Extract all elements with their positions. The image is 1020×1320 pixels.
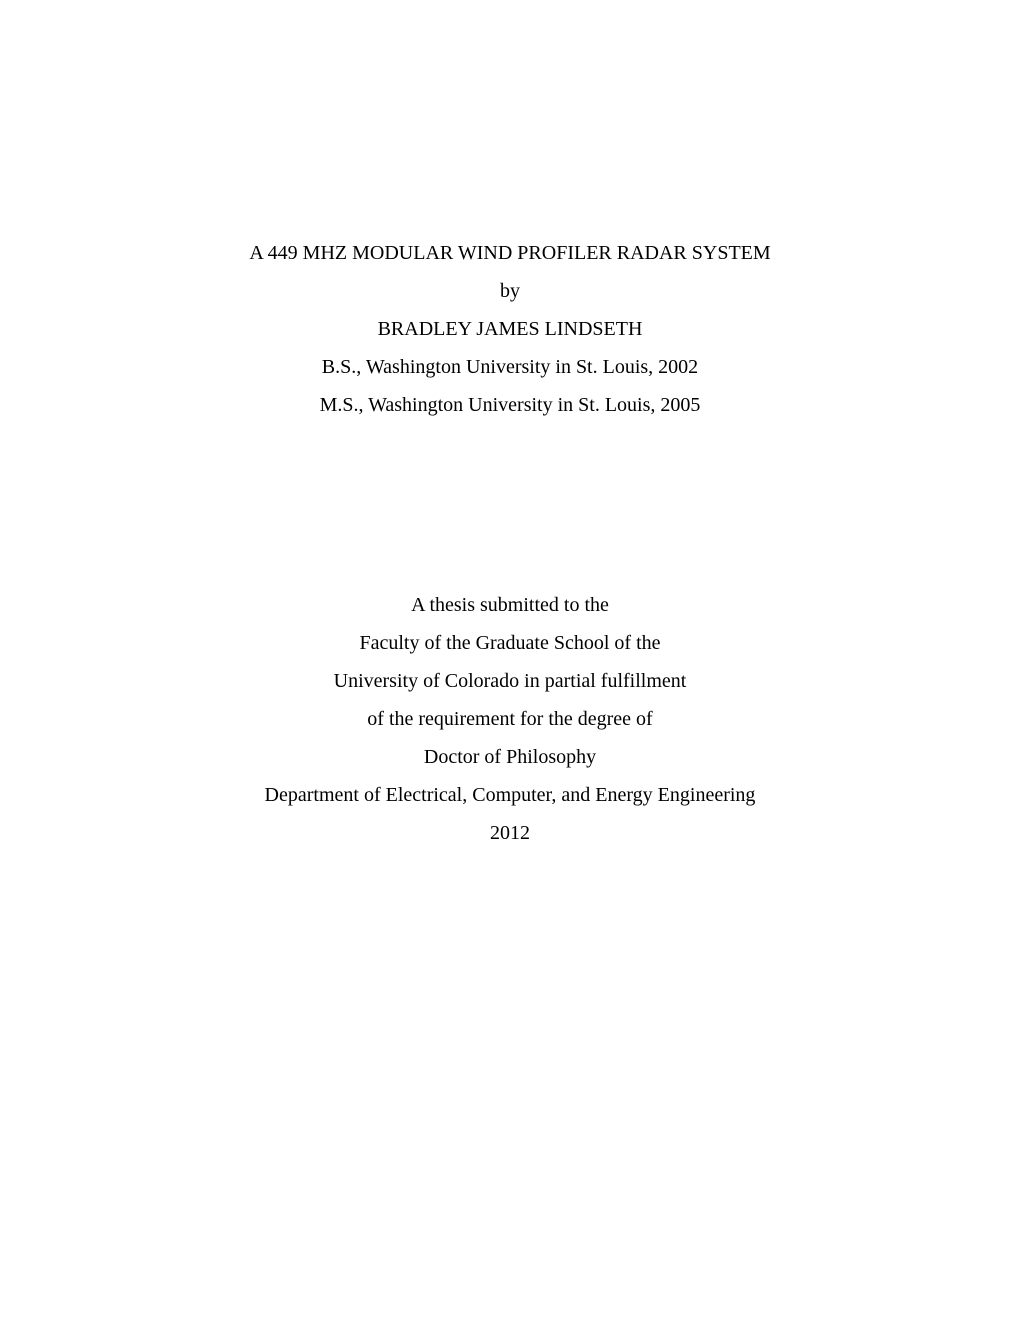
prior-degree-ms: M.S., Washington University in St. Louis… xyxy=(0,394,1020,417)
submission-line-2: Faculty of the Graduate School of the xyxy=(0,632,1020,655)
submission-year: 2012 xyxy=(0,822,1020,845)
prior-degree-bs: B.S., Washington University in St. Louis… xyxy=(0,356,1020,379)
submission-line-4: of the requirement for the degree of xyxy=(0,708,1020,731)
submission-line-6: Department of Electrical, Computer, and … xyxy=(0,784,1020,807)
author-name: BRADLEY JAMES LINDSETH xyxy=(0,318,1020,341)
by-line: by xyxy=(0,280,1020,303)
submission-line-1: A thesis submitted to the xyxy=(0,594,1020,617)
submission-line-3: University of Colorado in partial fulfil… xyxy=(0,670,1020,693)
title-page: A 449 MHZ MODULAR WIND PROFILER RADAR SY… xyxy=(0,0,1020,1320)
submission-line-5: Doctor of Philosophy xyxy=(0,746,1020,769)
vertical-spacer xyxy=(0,432,1020,594)
thesis-title: A 449 MHZ MODULAR WIND PROFILER RADAR SY… xyxy=(0,242,1020,265)
